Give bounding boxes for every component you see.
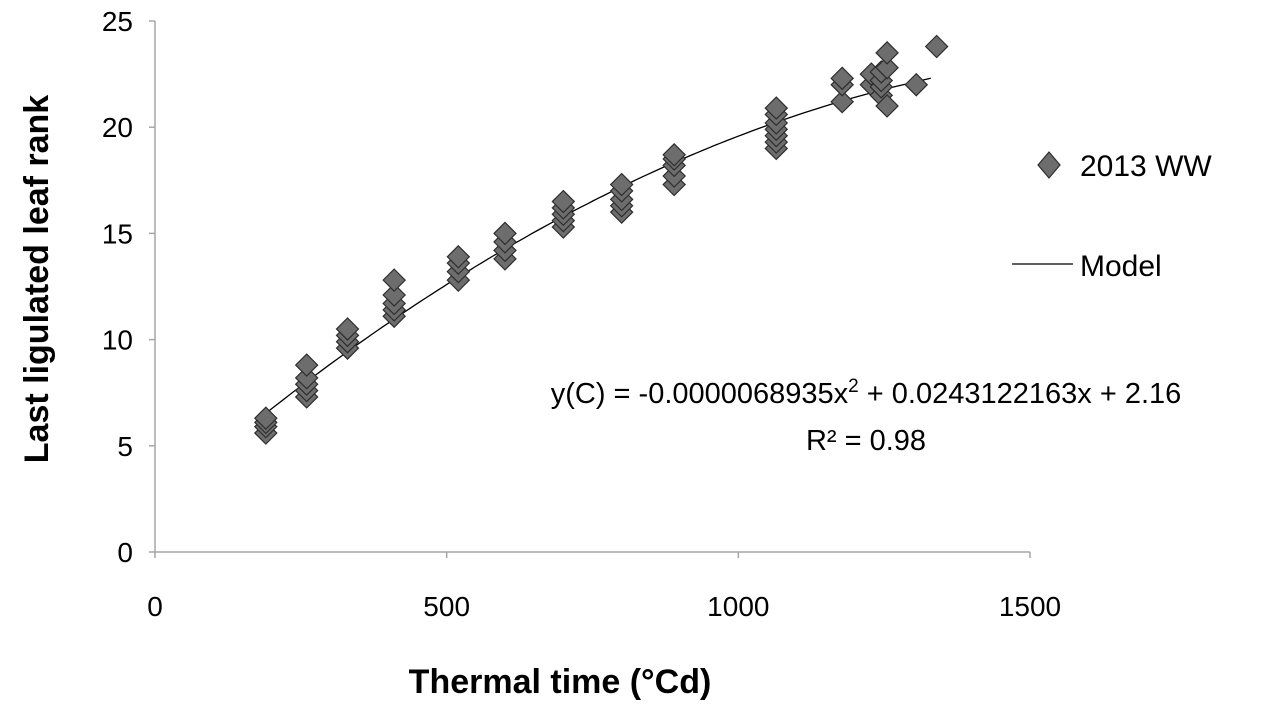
x-axis-title: Thermal time (°Cd) bbox=[409, 663, 712, 701]
y-tick-label: 20 bbox=[102, 112, 133, 143]
equation-exponent: 2 bbox=[848, 376, 859, 397]
axes bbox=[154, 21, 1030, 553]
data-point bbox=[764, 96, 789, 120]
x-tick-label: 0 bbox=[147, 591, 163, 622]
data-point bbox=[875, 94, 899, 118]
data-point bbox=[875, 41, 899, 65]
data-point bbox=[609, 172, 634, 197]
y-tick-label: 5 bbox=[117, 431, 133, 462]
legend-label-2013-ww: 2013 WW bbox=[1080, 150, 1212, 183]
data-point bbox=[830, 89, 855, 114]
data-point bbox=[904, 72, 929, 97]
legend-label-model: Model bbox=[1080, 250, 1162, 283]
data-point bbox=[551, 189, 576, 214]
data-point bbox=[294, 365, 319, 390]
y-tick-label: 15 bbox=[102, 218, 133, 249]
y-tick-label: 10 bbox=[102, 325, 133, 356]
data-point bbox=[253, 406, 278, 431]
equation-suffix: + 0.0243122163x + 2.16 bbox=[859, 378, 1182, 410]
data-series-2013-ww bbox=[253, 34, 949, 445]
data-point bbox=[382, 283, 407, 307]
y-axis-title: Last ligulated leaf rank bbox=[18, 95, 56, 464]
data-point bbox=[382, 268, 407, 292]
data-point bbox=[875, 55, 899, 80]
legend-marker-diamond bbox=[1037, 151, 1061, 179]
equation-prefix: y(C) = -0.0000068935x bbox=[551, 378, 849, 410]
data-point bbox=[446, 244, 471, 269]
y-tick-label: 0 bbox=[117, 537, 133, 568]
model-line bbox=[265, 77, 931, 414]
data-point bbox=[830, 66, 855, 91]
data-point bbox=[335, 317, 360, 341]
x-tick-label: 1000 bbox=[707, 591, 769, 622]
x-tick-label: 1500 bbox=[999, 591, 1061, 622]
equation-text: y(C) = -0.0000068935x2 + 0.0243122163x +… bbox=[551, 376, 1182, 410]
data-point bbox=[294, 353, 319, 377]
data-point bbox=[493, 221, 517, 246]
data-point bbox=[662, 142, 687, 167]
legend: 2013 WW Model bbox=[1012, 150, 1212, 283]
model-series bbox=[265, 77, 931, 414]
data-point bbox=[924, 34, 949, 59]
equation-annotation: y(C) = -0.0000068935x2 + 0.0243122163x +… bbox=[551, 376, 1182, 457]
ticks: 0 500 1000 1500 0 5 10 15 20 25 bbox=[102, 6, 1061, 622]
r-squared-text: R² = 0.98 bbox=[806, 425, 926, 457]
y-tick-label: 25 bbox=[102, 6, 133, 37]
x-tick-label: 500 bbox=[423, 591, 470, 622]
